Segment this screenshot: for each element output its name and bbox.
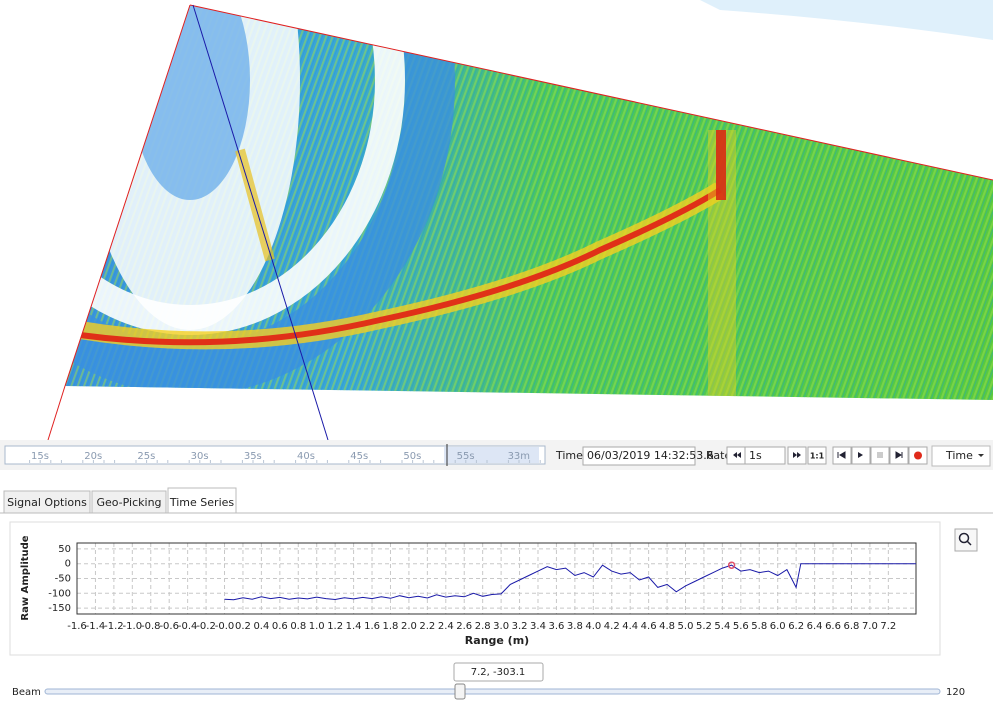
x-tick-label: 6.4 — [807, 621, 823, 632]
x-tick-label: 6.8 — [844, 621, 860, 632]
y-tick-label: 50 — [58, 544, 71, 555]
tab-label: Geo-Picking — [96, 496, 161, 509]
x-tick-label: 3.6 — [548, 621, 564, 632]
x-tick-label: 2.8 — [475, 621, 491, 632]
x-tick-label: 4.4 — [622, 621, 638, 632]
x-tick-label: 3.8 — [567, 621, 583, 632]
x-tick-label: 1.4 — [346, 621, 362, 632]
x-tick-label: 6.0 — [770, 621, 786, 632]
y-tick-label: -100 — [48, 588, 71, 599]
slider-max: 120 — [946, 687, 965, 698]
app-window: 15s20s25s30s35s40s45s50s55s33m Time: 06/… — [0, 0, 993, 704]
x-tick-label: 3.0 — [493, 621, 509, 632]
y-tick-label: 0 — [65, 559, 71, 570]
x-tick-label: 3.2 — [512, 621, 528, 632]
y-axis-label: Raw Amplitude — [20, 535, 31, 620]
x-tick-label: 3.4 — [530, 621, 546, 632]
x-tick-label: 2.4 — [438, 621, 454, 632]
tab-label: Signal Options — [7, 496, 87, 509]
x-tick-label: 7.2 — [880, 621, 896, 632]
x-tick-label: 4.6 — [641, 621, 657, 632]
x-tick-label: 1.0 — [309, 621, 325, 632]
x-tick-label: -0.0 — [215, 621, 235, 632]
record-icon — [914, 452, 922, 460]
x-tick-label: 5.2 — [696, 621, 712, 632]
x-tick-label: 5.6 — [733, 621, 749, 632]
tooltip-text: 7.2, -303.1 — [471, 667, 526, 678]
x-tick-label: 0.8 — [290, 621, 306, 632]
mode-value: Time — [945, 449, 973, 462]
y-tick-label: -150 — [48, 603, 71, 614]
rate-value: 1s — [749, 449, 762, 462]
slider-label: Beam — [12, 687, 41, 698]
x-tick-label: 4.0 — [585, 621, 601, 632]
x-tick-label: -1.4 — [86, 621, 106, 632]
ratio-label: 1:1 — [810, 452, 825, 461]
zoom-button[interactable] — [955, 529, 977, 551]
x-tick-label: 6.2 — [788, 621, 804, 632]
x-tick-label: 5.4 — [714, 621, 730, 632]
fan-edge — [48, 386, 65, 440]
x-tick-label: -0.2 — [196, 621, 216, 632]
x-tick-label: 0.4 — [253, 621, 269, 632]
x-tick-label: 4.2 — [604, 621, 620, 632]
time-label: Time: — [555, 449, 587, 462]
x-tick-label: 5.0 — [678, 621, 694, 632]
time-value: 06/03/2019 14:32:53.6 — [587, 449, 714, 462]
tab-label: Time Series — [169, 496, 235, 509]
x-tick-label: -1.0 — [123, 621, 143, 632]
x-axis-label: Range (m) — [465, 634, 529, 647]
x-tick-label: 1.2 — [327, 621, 343, 632]
x-tick-label: 7.0 — [862, 621, 878, 632]
stop-icon — [877, 452, 883, 458]
x-tick-label: 2.6 — [456, 621, 472, 632]
corner-decoration — [700, 0, 993, 40]
y-tick-label: -50 — [55, 574, 71, 585]
x-tick-label: 2.2 — [419, 621, 435, 632]
x-tick-label: -0.4 — [178, 621, 198, 632]
x-tick-label: 0.6 — [272, 621, 288, 632]
plot-area — [77, 543, 916, 614]
x-tick-label: -1.6 — [67, 621, 87, 632]
x-tick-label: -0.8 — [141, 621, 161, 632]
x-tick-label: 1.8 — [383, 621, 399, 632]
x-tick-label: 4.8 — [659, 621, 675, 632]
x-tick-label: -0.6 — [159, 621, 179, 632]
x-tick-label: 0.2 — [235, 621, 251, 632]
x-tick-label: 5.8 — [751, 621, 767, 632]
slider-thumb[interactable] — [455, 684, 465, 699]
x-tick-label: -1.2 — [104, 621, 124, 632]
x-tick-label: 6.6 — [825, 621, 841, 632]
x-tick-label: 1.6 — [364, 621, 380, 632]
slider-track[interactable] — [45, 689, 940, 694]
x-tick-label: 2.0 — [401, 621, 417, 632]
sonar-image — [0, 0, 993, 400]
